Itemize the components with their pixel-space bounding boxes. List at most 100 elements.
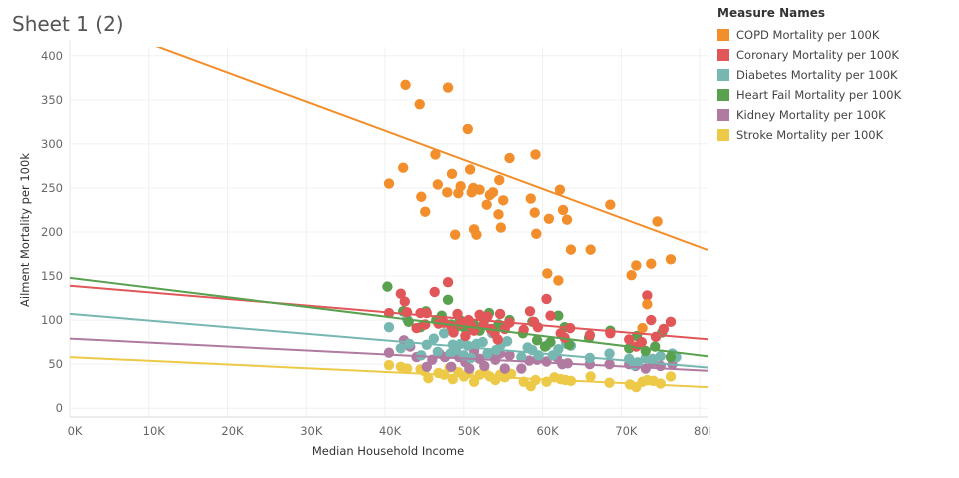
copd-point[interactable] <box>471 229 482 240</box>
kidney-point[interactable] <box>479 360 490 372</box>
copd-point[interactable] <box>400 79 411 91</box>
kidney-point[interactable] <box>604 358 615 370</box>
copd-point[interactable] <box>414 99 425 110</box>
coronary-point[interactable] <box>658 323 670 335</box>
copd-point[interactable] <box>646 258 657 269</box>
stroke-point[interactable] <box>530 374 541 386</box>
copd-point[interactable] <box>442 82 454 93</box>
copd-point[interactable] <box>557 204 569 216</box>
coronary-point[interactable] <box>482 311 493 322</box>
kidney-point[interactable] <box>524 355 535 366</box>
heart-point[interactable] <box>382 281 393 292</box>
kidney-point[interactable] <box>504 350 515 361</box>
kidney-point[interactable] <box>421 361 433 372</box>
coronary-point[interactable] <box>545 310 556 321</box>
kidney-point[interactable] <box>499 363 510 374</box>
kidney-point[interactable] <box>464 363 475 374</box>
copd-point[interactable] <box>543 213 555 224</box>
diabetes-point[interactable] <box>383 321 395 333</box>
legend-item[interactable]: Heart Fail Mortality per 100K <box>717 85 953 105</box>
copd-point[interactable] <box>416 191 427 202</box>
copd-point[interactable] <box>565 244 577 255</box>
copd-point[interactable] <box>430 149 441 160</box>
diabetes-point[interactable] <box>604 348 615 359</box>
diabetes-point[interactable] <box>501 336 513 347</box>
copd-point[interactable] <box>495 222 507 233</box>
stroke-point[interactable] <box>468 376 480 387</box>
scatter-chart[interactable]: 0K 10K 20K 30K 40K 50K 60K 70K 80K 0 50 100 150 200 25… <box>0 0 710 478</box>
copd-point[interactable] <box>474 184 485 195</box>
coronary-point[interactable] <box>492 334 503 345</box>
coronary-point[interactable] <box>442 277 454 288</box>
coronary-point[interactable] <box>642 290 653 301</box>
stroke-point[interactable] <box>447 373 458 385</box>
legend-item[interactable]: Diabetes Mortality per 100K <box>717 65 953 85</box>
diabetes-point[interactable] <box>655 351 666 362</box>
coronary-point[interactable] <box>605 328 616 339</box>
stroke-trend-line[interactable] <box>70 356 708 389</box>
copd-point[interactable] <box>455 180 466 192</box>
heart-point[interactable] <box>545 336 556 348</box>
coronary-point[interactable] <box>395 288 407 299</box>
stroke-point[interactable] <box>665 371 677 382</box>
copd-point[interactable] <box>446 168 458 180</box>
stroke-point[interactable] <box>655 378 666 389</box>
copd-point[interactable] <box>464 164 476 175</box>
kidney-point[interactable] <box>516 363 527 374</box>
kidney-trend-line[interactable] <box>70 337 708 372</box>
legend-item[interactable]: Stroke Mortality per 100K <box>717 125 953 145</box>
copd-point[interactable] <box>397 162 409 173</box>
copd-point[interactable] <box>529 207 540 218</box>
coronary-point[interactable] <box>411 322 422 334</box>
coronary-point[interactable] <box>624 334 635 345</box>
heart-point[interactable] <box>442 294 454 306</box>
copd-point[interactable] <box>637 322 648 334</box>
kidney-point[interactable] <box>383 347 395 358</box>
kidney-point[interactable] <box>446 361 457 372</box>
diabetes-point[interactable] <box>404 338 415 350</box>
coronary-point[interactable] <box>429 286 440 298</box>
copd-point[interactable] <box>383 178 395 189</box>
copd-point[interactable] <box>449 229 461 240</box>
legend-item[interactable]: Kidney Mortality per 100K <box>717 105 953 125</box>
copd-point[interactable] <box>525 193 536 204</box>
stroke-point[interactable] <box>401 363 413 374</box>
copd-point[interactable] <box>442 187 453 198</box>
copd-trend-line[interactable] <box>70 14 708 251</box>
diabetes-point[interactable] <box>432 346 444 358</box>
copd-point[interactable] <box>605 199 616 210</box>
stroke-point[interactable] <box>585 371 596 382</box>
coronary-point[interactable] <box>646 314 657 326</box>
copd-point[interactable] <box>553 275 564 286</box>
coronary-point[interactable] <box>524 306 536 317</box>
copd-point[interactable] <box>665 254 677 265</box>
coronary-point[interactable] <box>665 316 677 328</box>
diabetes-point[interactable] <box>516 351 527 363</box>
diabetes-point[interactable] <box>482 348 493 359</box>
heart-point[interactable] <box>553 310 564 321</box>
legend-item[interactable]: Coronary Mortality per 100K <box>717 45 953 65</box>
coronary-trend-line[interactable] <box>70 284 708 341</box>
copd-point[interactable] <box>530 149 541 160</box>
copd-point[interactable] <box>462 123 473 135</box>
coronary-point[interactable] <box>494 308 506 320</box>
copd-point[interactable] <box>498 195 509 206</box>
diabetes-point[interactable] <box>533 350 544 361</box>
copd-point[interactable] <box>542 268 553 279</box>
copd-point[interactable] <box>626 269 637 281</box>
copd-point[interactable] <box>432 179 444 190</box>
coronary-point[interactable] <box>452 308 463 320</box>
diabetes-point[interactable] <box>462 340 473 351</box>
copd-point[interactable] <box>420 206 431 217</box>
coronary-point[interactable] <box>650 331 662 343</box>
stroke-point[interactable] <box>423 373 434 384</box>
diabetes-point[interactable] <box>428 333 440 344</box>
copd-point[interactable] <box>642 299 653 310</box>
copd-point[interactable] <box>652 216 663 227</box>
coronary-point[interactable] <box>399 296 410 307</box>
stroke-point[interactable] <box>383 359 395 371</box>
diabetes-trend-line[interactable] <box>70 312 708 369</box>
copd-point[interactable] <box>481 199 492 210</box>
coronary-point[interactable] <box>584 329 596 341</box>
copd-point[interactable] <box>487 187 499 198</box>
